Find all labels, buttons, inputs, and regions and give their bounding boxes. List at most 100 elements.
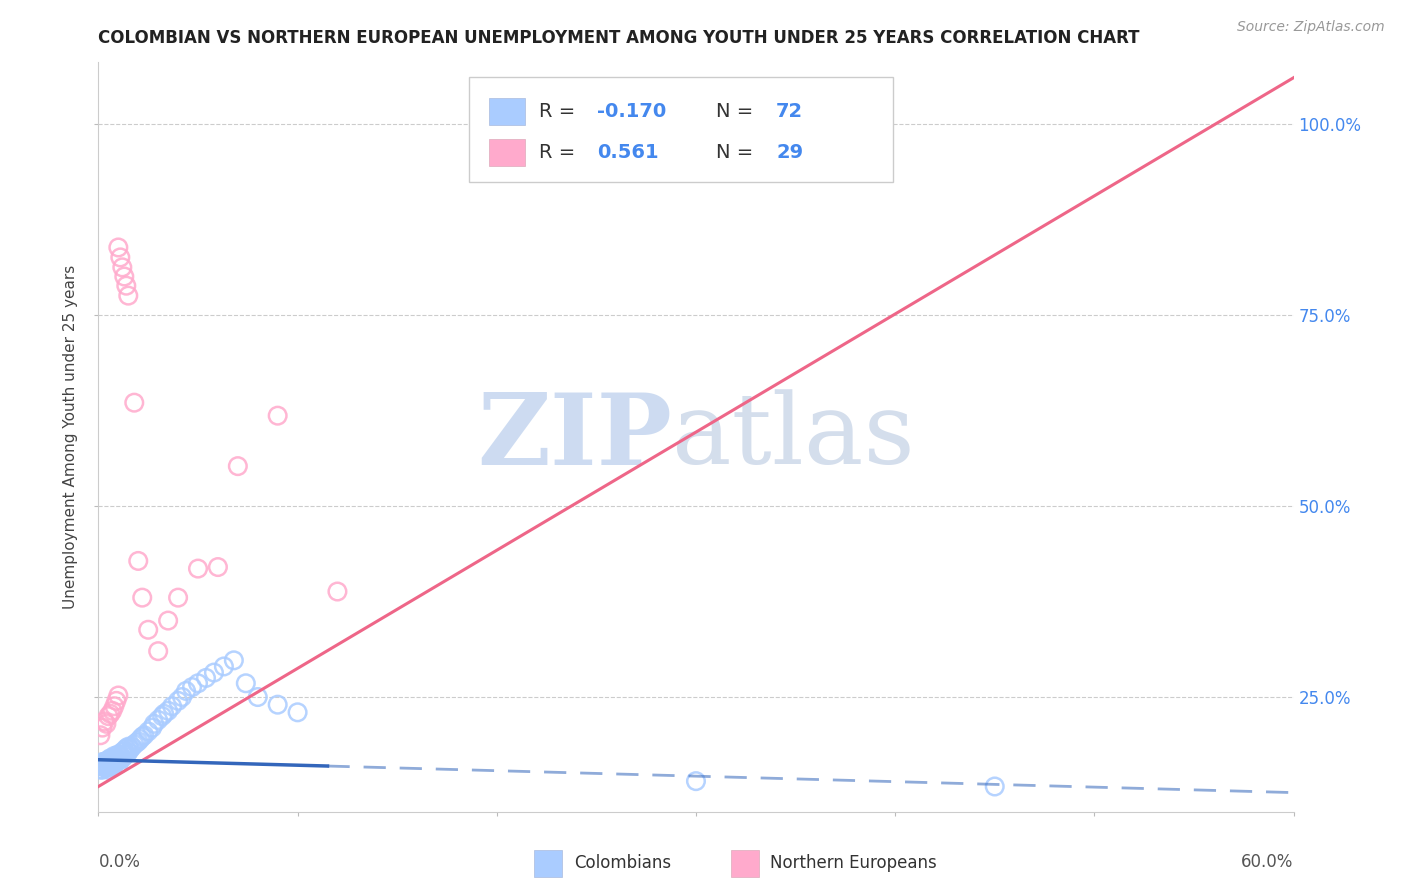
Point (124, 395, 146, 409)
Point (267, 698, 290, 712)
Point (103, 699, 125, 714)
Point (202, 665, 225, 680)
Point (226, 459, 249, 474)
Point (98, 751, 122, 765)
Point (112, 269, 135, 284)
Point (101, 759, 124, 773)
Point (91, 757, 114, 772)
Bar (489, 97, 524, 125)
Point (160, 699, 183, 714)
Text: R =: R = (540, 102, 582, 120)
Text: 29: 29 (776, 143, 803, 161)
Point (112, 743, 135, 757)
Point (103, 753, 125, 767)
Bar (489, 139, 524, 166)
Point (89, 728, 111, 742)
Point (105, 755, 128, 769)
Point (143, 716, 166, 731)
Point (150, 709, 173, 723)
Point (111, 260, 134, 275)
Point (93, 714, 115, 729)
Point (141, 721, 163, 735)
Point (685, 774, 707, 789)
FancyBboxPatch shape (470, 78, 893, 182)
Point (101, 704, 124, 718)
Point (110, 251, 132, 265)
Point (115, 747, 138, 762)
Point (111, 751, 134, 765)
Point (153, 706, 176, 721)
Point (134, 728, 156, 742)
Point (112, 748, 135, 763)
Point (167, 591, 190, 605)
Point (89, 763, 111, 777)
Text: N =: N = (716, 102, 759, 120)
Point (129, 732, 152, 747)
Point (212, 659, 235, 673)
Point (131, 591, 153, 605)
Point (98, 755, 122, 769)
Text: 0.561: 0.561 (596, 143, 658, 161)
Text: N =: N = (716, 143, 759, 161)
Text: ZIP: ZIP (477, 389, 672, 485)
Point (167, 694, 190, 708)
Point (984, 780, 1007, 794)
Point (287, 706, 309, 720)
Text: Source: ZipAtlas.com: Source: ZipAtlas.com (1237, 20, 1385, 34)
Text: Colombians: Colombians (574, 855, 671, 872)
Point (111, 745, 134, 759)
Point (148, 713, 170, 727)
Point (117, 288, 139, 302)
Point (97, 759, 120, 773)
Point (107, 753, 129, 767)
Point (181, 680, 204, 694)
Point (97, 709, 120, 723)
Point (136, 724, 159, 739)
Point (91, 721, 114, 735)
Point (117, 745, 139, 759)
Point (222, 653, 245, 667)
Point (157, 704, 180, 718)
Point (101, 760, 124, 774)
Point (157, 614, 180, 628)
Point (93, 757, 115, 772)
Point (121, 739, 143, 754)
Text: atlas: atlas (672, 389, 915, 485)
Point (107, 757, 129, 772)
Point (93, 760, 115, 774)
Point (174, 684, 197, 698)
Point (124, 738, 146, 752)
Point (187, 561, 209, 575)
Point (107, 689, 129, 703)
Point (267, 409, 290, 423)
Point (117, 739, 139, 754)
Point (91, 755, 114, 769)
Point (96, 716, 118, 731)
Point (93, 760, 115, 774)
Point (105, 694, 128, 708)
Point (97, 756, 120, 771)
Point (98, 757, 122, 772)
Point (103, 757, 125, 772)
Point (127, 734, 149, 748)
Point (101, 753, 124, 767)
Point (120, 742, 142, 756)
Text: Northern Europeans: Northern Europeans (770, 855, 938, 872)
Point (246, 690, 269, 704)
Point (125, 736, 148, 750)
Point (110, 753, 132, 767)
Point (207, 560, 229, 574)
Point (96, 760, 118, 774)
Point (103, 748, 125, 763)
Point (101, 755, 124, 769)
Y-axis label: Unemployment Among Youth under 25 years: Unemployment Among Youth under 25 years (63, 265, 79, 609)
Text: 0.0%: 0.0% (98, 853, 141, 871)
Point (89, 759, 111, 773)
Point (235, 676, 257, 690)
Text: R =: R = (540, 143, 582, 161)
Point (98, 706, 122, 721)
Text: 60.0%: 60.0% (1241, 853, 1294, 871)
Point (131, 730, 153, 744)
Text: -0.170: -0.170 (596, 102, 666, 120)
Point (107, 240, 129, 254)
